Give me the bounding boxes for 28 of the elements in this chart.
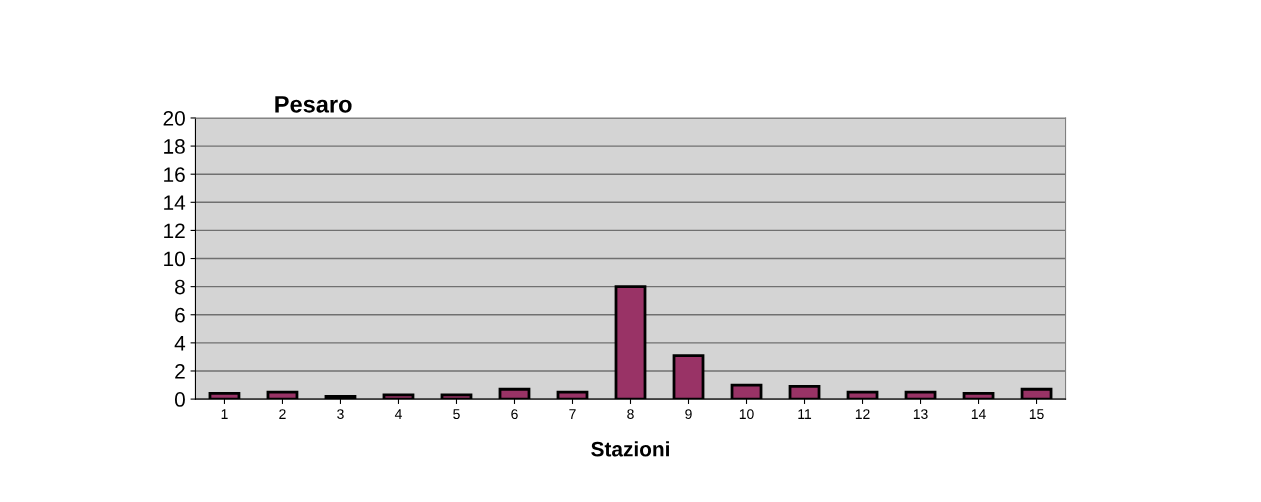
y-tick-label: 12	[164, 223, 185, 238]
y-tick-label: 0	[174, 392, 185, 407]
x-tick-label: 1	[221, 409, 228, 419]
x-tick-label: 11	[798, 409, 812, 419]
x-tick-label: 6	[511, 409, 518, 420]
x-tick-label: 12	[855, 409, 870, 419]
y-tick-label: 18	[164, 139, 185, 154]
x-tick-label: 2	[279, 409, 286, 419]
x-tick-label: 5	[453, 409, 460, 420]
y-tick-label: 4	[174, 336, 186, 351]
y-tick-label: 8	[175, 279, 185, 295]
y-tick-label: 6	[175, 307, 185, 323]
y-tick-label: 2	[175, 363, 185, 379]
x-tick-label: 7	[569, 409, 576, 419]
x-tick-label: 3	[337, 409, 344, 420]
y-tick-label: 16	[164, 167, 185, 182]
x-axis-title: Stazioni	[591, 441, 669, 457]
x-tick-label: 14	[971, 409, 986, 419]
x-tick-label: 4	[394, 409, 402, 419]
x-tick-label: 8	[627, 409, 634, 420]
x-tick-label: 9	[685, 409, 692, 420]
x-tick-label: 15	[1029, 409, 1044, 420]
y-tick-label: 20	[163, 110, 185, 126]
y-tick-label: 14	[164, 195, 186, 210]
chart-title: Pesaro	[275, 96, 352, 113]
x-tick-label: 10	[739, 409, 754, 420]
y-tick-label: 10	[164, 251, 185, 267]
x-tick-label: 13	[913, 409, 928, 420]
